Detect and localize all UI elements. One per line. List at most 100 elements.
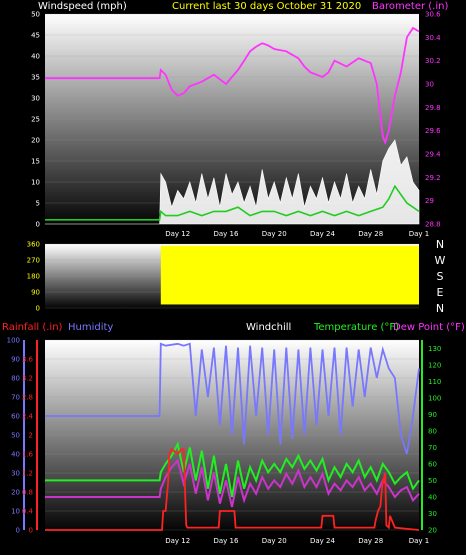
temp-series (45, 342, 420, 531)
barometer-tick-label: 29 (425, 197, 434, 205)
windspeed-tick-label: 30 (31, 95, 40, 103)
direction-ticks: 0 90 180 270 360 (27, 241, 40, 313)
day-tick-label: Day 20 (262, 537, 287, 545)
windspeed-axis-label: Windspeed (mph) (38, 1, 127, 12)
direction-tick-label: 0 (36, 305, 40, 313)
compass-label: N (436, 238, 444, 251)
rainfall-tick-label: 0.8 (22, 489, 33, 497)
direction-tick-label: 180 (27, 273, 40, 281)
windspeed-tick-label: 45 (31, 32, 40, 40)
dew-point-series (45, 458, 420, 508)
barometer-ticks: 28.8 29 29.2 29.4 29.6 29.8 30 30.2 30.4 30.6 (425, 11, 441, 229)
wind-barometer-panel: Windspeed (mph) Current last 30 days Oct… (31, 1, 448, 238)
windspeed-ticks: 0 5 10 15 20 25 30 35 40 45 50 (31, 11, 40, 229)
compass-label: E (437, 286, 444, 299)
barometer-tick-label: 29.2 (425, 174, 441, 182)
day-tick-label: Day 16 (213, 537, 239, 545)
wind-x-ticks: Day 12 Day 16 Day 20 Day 24 Day 28 Day 1 (165, 230, 429, 238)
windspeed-tick-label: 25 (31, 116, 40, 124)
rainfall-tick-label: 1.6 (22, 451, 34, 459)
barometer-tick-label: 29.6 (425, 127, 441, 135)
barometer-tick-label: 30 (425, 81, 434, 89)
windspeed-tick-label: 40 (31, 53, 40, 61)
humidity-tick-label: 0 (16, 527, 20, 535)
dew-point-axis-label: Dew Point (°F) (393, 322, 465, 333)
rainfall-tick-label: 2.8 (22, 394, 33, 402)
temp-humidity-panel: Rainfall (.in) Humidity Windchill Temper… (2, 322, 465, 545)
humidity-series (45, 342, 420, 455)
humidity-tick-label: 50 (11, 432, 20, 440)
compass-label: N (436, 302, 444, 315)
humidity-ticks: 0 10 20 30 40 50 60 70 80 90 100 (7, 337, 20, 535)
day-tick-label: Day 24 (310, 230, 336, 238)
wind-series (45, 26, 420, 225)
direction-tick-label: 360 (27, 241, 40, 249)
temperature-tick-label: 80 (428, 427, 437, 435)
windspeed-tick-label: 5 (36, 200, 40, 208)
temperature-tick-label: 100 (428, 394, 441, 402)
compass-label: W (435, 254, 446, 267)
humidity-tick-label: 40 (11, 451, 20, 459)
temperature-series (45, 441, 420, 498)
barometer-tick-label: 30.2 (425, 57, 441, 65)
temperature-tick-label: 30 (428, 510, 437, 518)
rainfall-axis-label: Rainfall (.in) (2, 322, 63, 333)
direction-tick-label: 90 (31, 289, 40, 297)
windchill-label: Windchill (246, 322, 291, 333)
temperature-tick-label: 70 (428, 444, 437, 452)
rainfall-tick-label: 0 (29, 527, 33, 535)
wind-gust-series (45, 139, 420, 225)
day-tick-label: Day 16 (213, 230, 239, 238)
wind-direction-series (160, 245, 420, 305)
rainfall-tick-label: 0.4 (22, 508, 34, 516)
windspeed-tick-label: 10 (31, 179, 40, 187)
barometer-series (45, 26, 420, 145)
day-tick-label: Day 28 (358, 537, 383, 545)
temperature-tick-label: 90 (428, 411, 437, 419)
humidity-tick-label: 70 (11, 394, 20, 402)
wind-average-series (45, 184, 420, 221)
direction-tick-label: 270 (27, 257, 40, 265)
barometer-axis-label: Barometer (.in) (372, 1, 448, 12)
temperature-tick-label: 40 (428, 493, 437, 501)
compass-label: S (437, 270, 444, 283)
day-tick-label: Day 1 (409, 230, 430, 238)
temperature-tick-label: 130 (428, 345, 441, 353)
temperature-axis-label: Temperature (°F) (313, 322, 399, 333)
temperature-tick-label: 60 (428, 460, 437, 468)
windspeed-tick-label: 0 (36, 221, 40, 229)
day-tick-label: Day 1 (409, 537, 430, 545)
rainfall-tick-label: 1.2 (22, 470, 33, 478)
windspeed-tick-label: 35 (31, 74, 40, 82)
rainfall-tick-label: 2 (29, 432, 33, 440)
rainfall-tick-label: 2.4 (22, 413, 34, 421)
day-tick-label: Day 12 (165, 230, 190, 238)
chart-title: Current last 30 days October 31 2020 (172, 1, 361, 12)
barometer-tick-label: 30.6 (425, 11, 441, 19)
temperature-tick-label: 20 (428, 527, 437, 535)
rainfall-tick-label: 3.6 (22, 356, 34, 364)
humidity-tick-label: 90 (11, 356, 20, 364)
humidity-axis-label: Humidity (68, 322, 113, 333)
day-tick-label: Day 20 (262, 230, 287, 238)
barometer-tick-label: 29.8 (425, 104, 441, 112)
humidity-tick-label: 20 (11, 489, 20, 497)
barometer-tick-label: 28.8 (425, 221, 441, 229)
barometer-tick-label: 29.4 (425, 151, 441, 159)
humidity-tick-label: 60 (11, 413, 20, 421)
humidity-tick-label: 10 (11, 508, 20, 516)
temperature-tick-label: 120 (428, 361, 441, 369)
humidity-tick-label: 80 (11, 375, 20, 383)
direction-series (160, 245, 420, 305)
rainfall-tick-label: 3.2 (22, 375, 33, 383)
temperature-ticks: 20 30 40 50 60 70 80 90 100 110 120 130 (428, 345, 441, 535)
windspeed-tick-label: 20 (31, 137, 40, 145)
rainfall-ticks: 0 0.4 0.8 1.2 1.6 2 2.4 2.8 3.2 3.6 (22, 356, 34, 535)
barometer-tick-label: 30.4 (425, 34, 441, 42)
temp-x-ticks: Day 12 Day 16 Day 20 Day 24 Day 28 Day 1 (165, 537, 429, 545)
day-tick-label: Day 12 (165, 537, 190, 545)
day-tick-label: Day 24 (310, 537, 336, 545)
